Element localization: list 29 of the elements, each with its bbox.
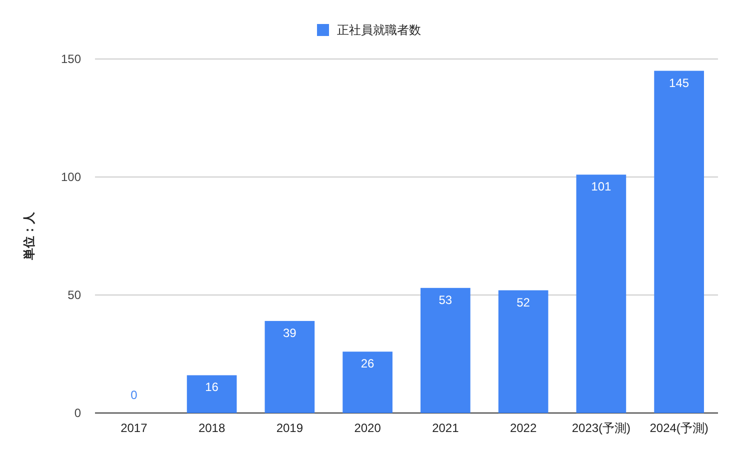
x-tick-label: 2022 (510, 421, 537, 435)
bar (420, 288, 470, 413)
data-label: 26 (360, 356, 375, 371)
x-tick-label: 2018 (198, 421, 226, 435)
data-label: 0 (130, 388, 138, 402)
legend-label: 正社員就職者数 (337, 23, 421, 37)
data-label: 16 (205, 380, 219, 394)
x-tick-label: 2023(予測) (572, 421, 631, 435)
y-tick-label: 100 (60, 170, 82, 184)
x-tick-label: 2017 (120, 421, 148, 435)
data-label: 52 (516, 295, 530, 310)
x-tick-label: 2019 (276, 421, 304, 435)
x-tick-label: 2024(予測) (650, 421, 708, 435)
bar (186, 375, 237, 413)
data-label: 101 (591, 180, 612, 194)
bar (654, 70, 704, 413)
y-axis-title: 単位：人 (22, 211, 36, 261)
bar (264, 320, 315, 413)
x-tick-label: 2020 (354, 421, 382, 435)
data-label: 145 (669, 76, 690, 90)
y-tick-label: 0 (74, 406, 82, 420)
y-tick-label: 150 (60, 52, 82, 66)
x-tick-label: 2021 (432, 421, 460, 435)
data-label: 53 (438, 292, 452, 307)
y-tick-label: 50 (68, 288, 82, 302)
data-label: 39 (283, 326, 297, 340)
bar (498, 290, 548, 413)
bar (576, 174, 626, 413)
bar (342, 352, 392, 413)
